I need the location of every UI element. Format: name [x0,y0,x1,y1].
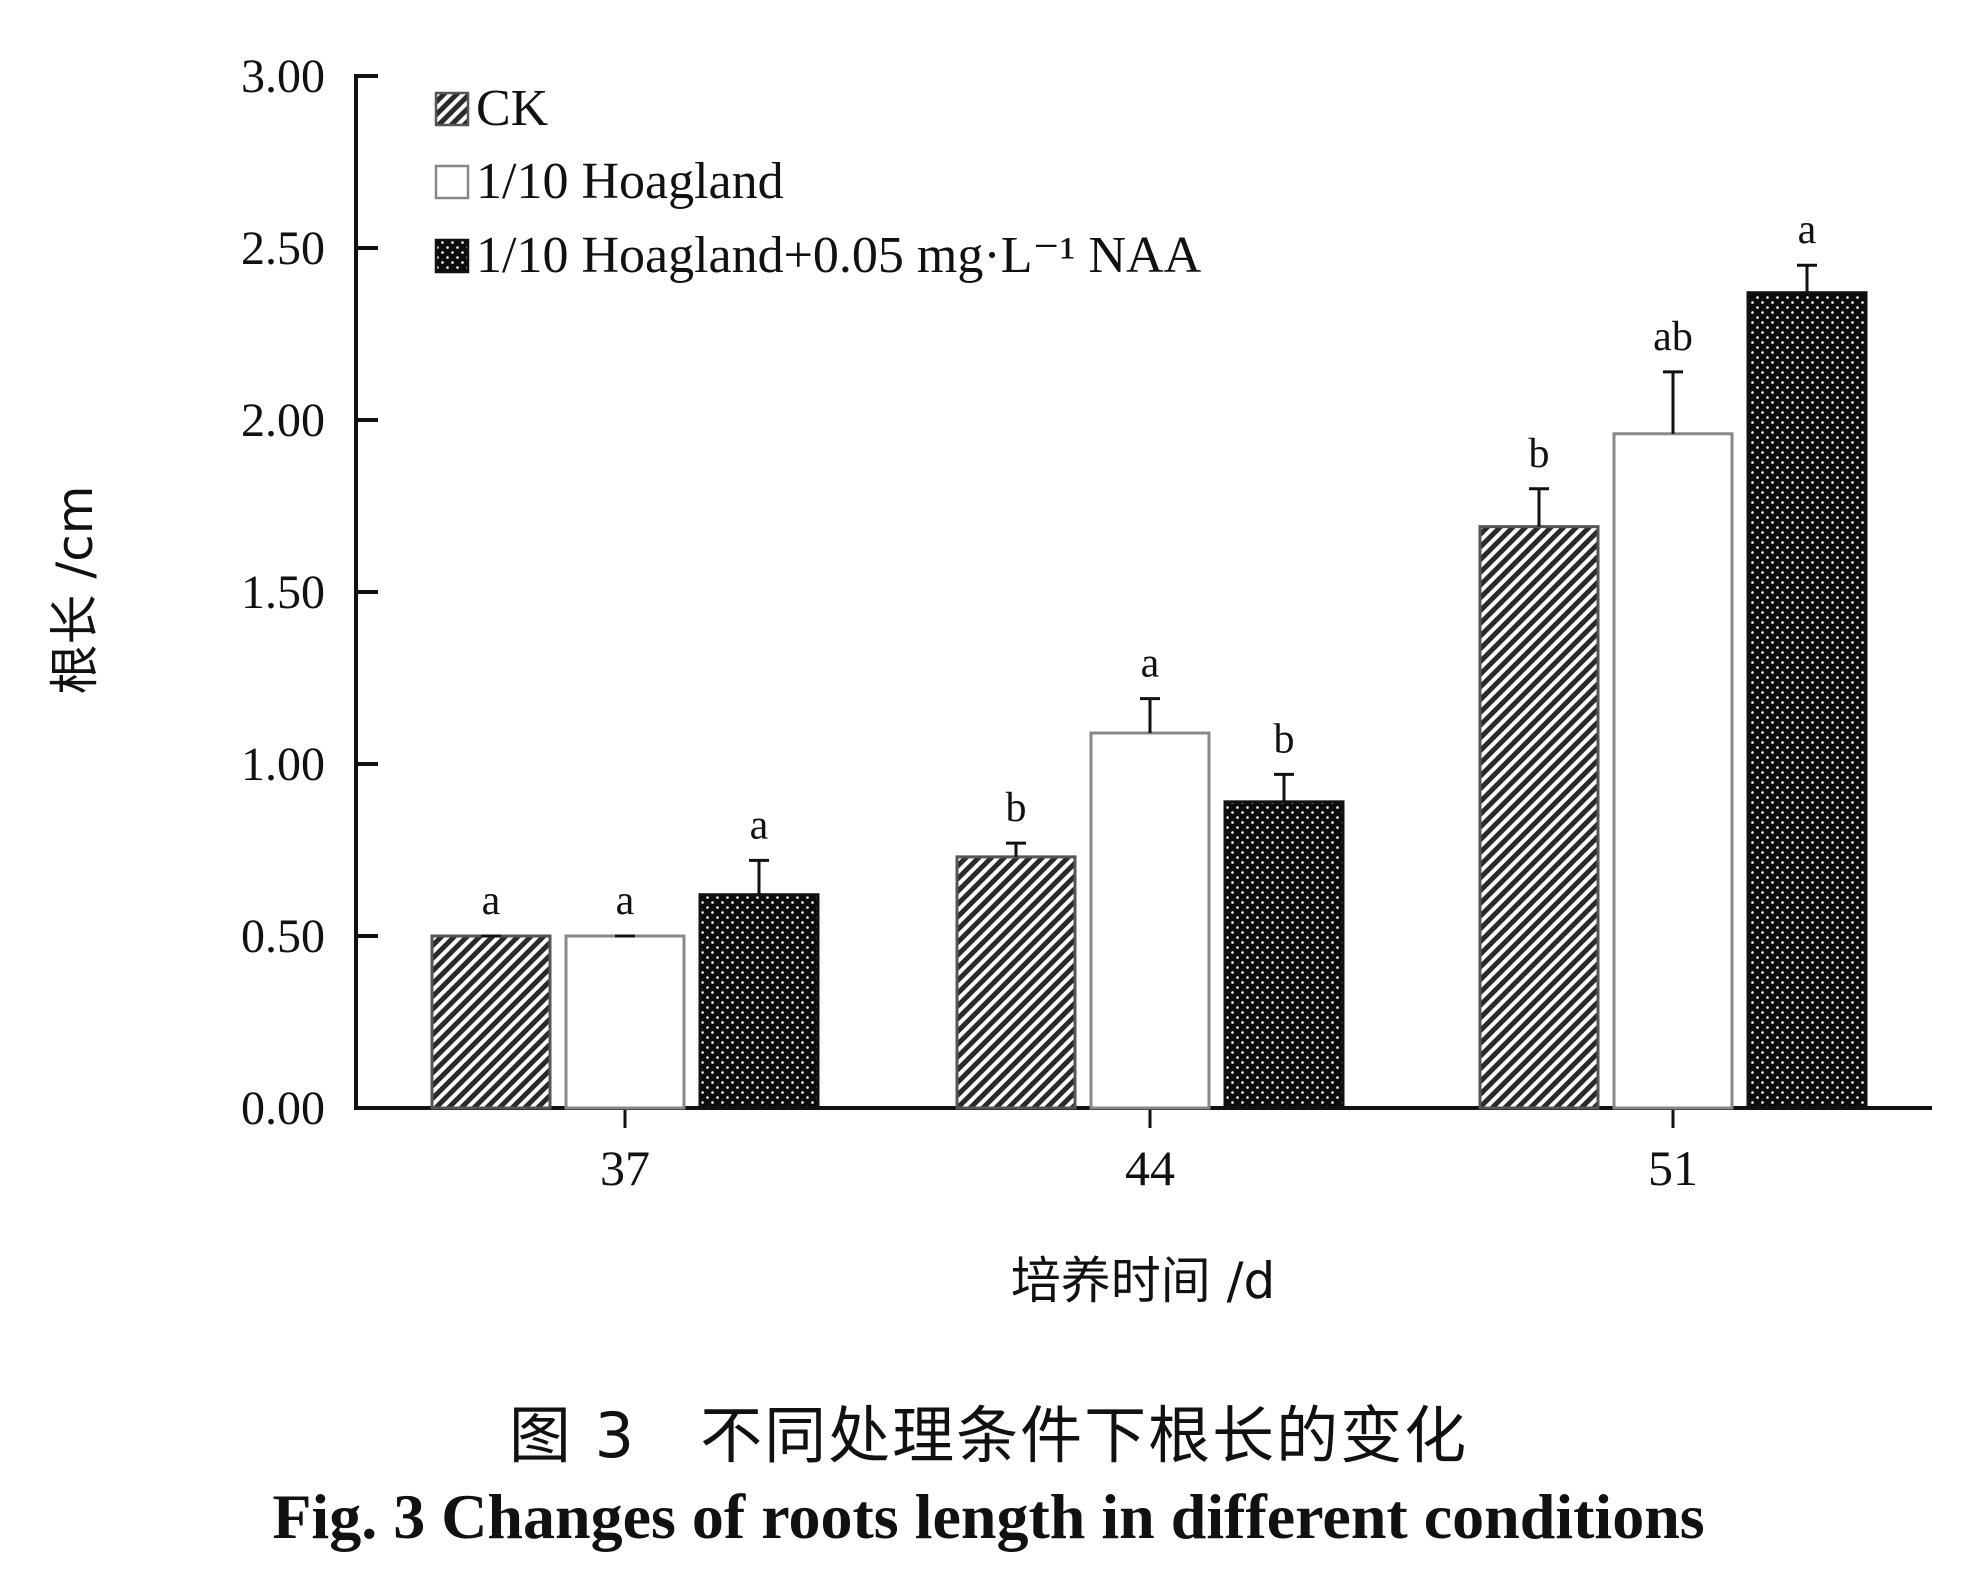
x-axis-title: 培养时间 /d [1011,1252,1275,1310]
significance-label: ab [1653,314,1693,360]
legend-swatch [434,91,470,127]
legend-swatch [434,238,470,274]
x-tick-label: 37 [600,1140,650,1196]
bar [1089,731,1211,1110]
bar [1478,525,1600,1110]
bar [1746,291,1868,1110]
significance-label: a [1798,207,1817,253]
y-tick-label: 2.00 [241,394,325,447]
significance-label: a [1141,641,1160,687]
bar [698,893,820,1110]
figure-caption-chinese: 图 3 不同处理条件下根长的变化 [508,1399,1469,1472]
legend-label: 1/10 Hoagland+0.05 mg·L⁻¹ NAA [476,227,1202,284]
y-axis-title: 根长 /cm [46,486,104,695]
significance-label: b [1529,431,1550,477]
x-tick-label: 51 [1648,1140,1698,1196]
y-tick-label: 2.50 [241,222,325,275]
legend: CK 1/10 Hoagland 1/10 Hoagland+0.05 mg·L⁻¹… [434,80,1202,284]
bar [564,934,686,1110]
significance-label: b [1006,785,1027,831]
significance-label: a [482,878,501,924]
legend-label: CK [476,80,549,137]
y-tick-label: 3.00 [241,50,325,103]
figure-caption-english: Fig. 3 Changes of roots length in differ… [272,1481,1705,1552]
y-tick-label: 0.50 [241,910,325,963]
y-tick-label: 1.00 [241,738,325,791]
significance-label: a [616,878,635,924]
bar [430,934,552,1110]
legend-label: 1/10 Hoagland [476,153,784,210]
x-tick-label: 44 [1125,1140,1175,1196]
bar [1612,432,1734,1110]
axes: 0.00 0.50 1.00 1.50 2.00 2.50 3.00 37 44 51 [241,50,1932,1196]
bar [955,855,1077,1110]
significance-label: b [1274,716,1295,762]
legend-swatch [434,164,470,200]
bar [1223,800,1345,1110]
y-tick-label: 0.00 [241,1082,325,1135]
significance-label: a [750,802,769,848]
y-tick-label: 1.50 [241,566,325,619]
